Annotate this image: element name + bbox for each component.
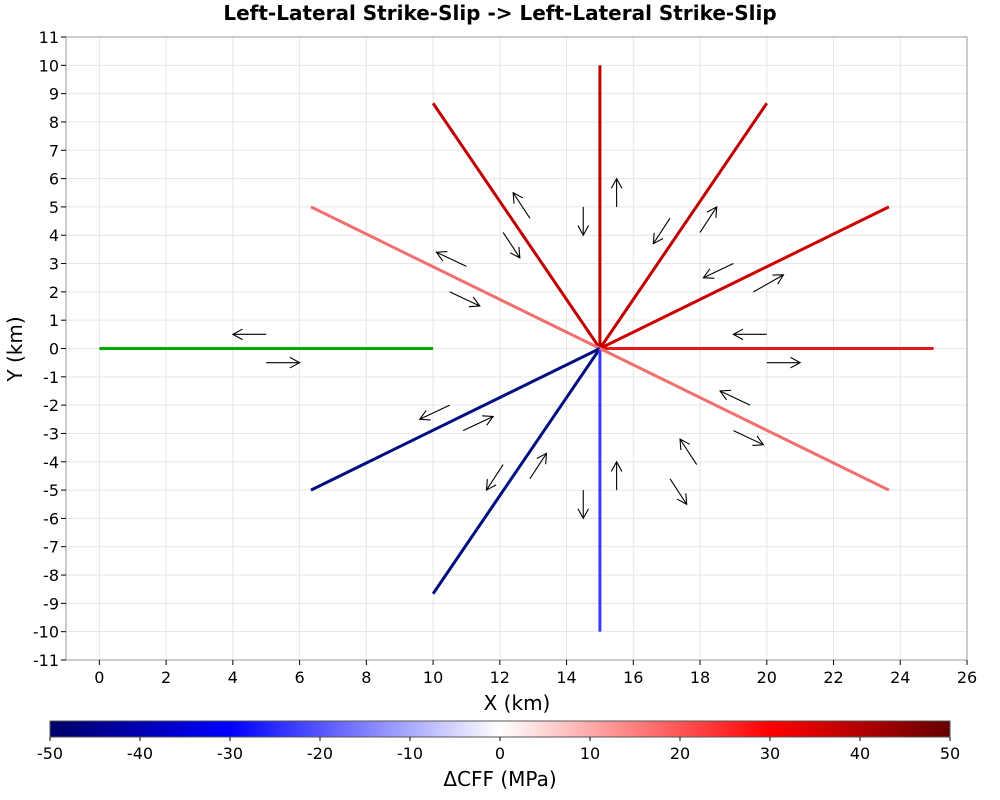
- x-tick-label: 6: [294, 668, 304, 687]
- y-tick-label: -9: [43, 594, 59, 613]
- y-tick-label: 3: [49, 255, 59, 274]
- colorbar-label: ΔCFF (MPa): [443, 767, 556, 791]
- x-tick-label: 20: [757, 668, 777, 687]
- x-tick-label: 0: [94, 668, 104, 687]
- y-tick-label: 2: [49, 283, 59, 302]
- slip-arrow: [610, 177, 623, 207]
- y-tick-label: 8: [49, 113, 59, 132]
- slip-arrow: [485, 464, 504, 492]
- slip-arrow: [652, 217, 671, 245]
- x-tick-label: 14: [556, 668, 576, 687]
- y-tick-label: 4: [49, 226, 59, 245]
- slip-arrow: [512, 191, 531, 219]
- x-tick-label: 2: [161, 668, 171, 687]
- slip-arrow: [669, 478, 688, 506]
- slip-arrow: [753, 274, 785, 293]
- slip-arrow: [418, 404, 450, 421]
- y-tick-label: 1: [49, 311, 59, 330]
- y-tick-label: -5: [43, 481, 59, 500]
- y-tick-label: 5: [49, 198, 59, 217]
- slip-arrow: [679, 438, 698, 465]
- receiver-fault-line: [431, 347, 602, 595]
- x-tick-label: 10: [423, 668, 443, 687]
- y-tick-label: 7: [49, 141, 59, 160]
- slip-arrow: [266, 356, 301, 369]
- slip-arrow: [719, 389, 751, 406]
- slip-arrow: [231, 328, 267, 341]
- y-tick-label: -1: [43, 368, 59, 387]
- slip-arrow: [699, 205, 718, 233]
- y-tick-label: -10: [33, 623, 59, 642]
- colorbar-ticks: -50 -40 -30 -20 -10 0 10 20 30 40 50: [37, 737, 960, 763]
- receiver-fault-line: [310, 347, 601, 492]
- colorbar-tick-label: 30: [760, 744, 780, 763]
- slip-arrow: [766, 356, 802, 369]
- y-tick-label: 6: [49, 170, 59, 189]
- slip-arrow: [577, 206, 589, 237]
- x-tick-label: 4: [228, 668, 238, 687]
- receiver-fault-line: [431, 102, 602, 350]
- y-tick-label: 11: [39, 28, 59, 47]
- receiver-fault-line: [598, 102, 769, 350]
- y-tick-label: -2: [43, 396, 59, 415]
- colorbar-tick-label: -20: [307, 744, 333, 763]
- x-axis-label: X (km): [484, 691, 551, 715]
- slip-arrow: [702, 263, 734, 279]
- colorbar-tick-label: 10: [580, 744, 600, 763]
- colorbar-tick-label: -30: [217, 744, 243, 763]
- y-tick-label: -4: [43, 453, 59, 472]
- x-tick-label: 24: [890, 668, 910, 687]
- y-tick-label: -8: [43, 566, 59, 585]
- x-tick-label: 16: [623, 668, 643, 687]
- x-tick-label: 18: [690, 668, 710, 687]
- slip-arrow: [733, 430, 765, 446]
- colorbar: -50 -40 -30 -20 -10 0 10 20 30 40 50 ΔCFF (MPa): [37, 720, 960, 791]
- colorbar-tick-label: -40: [127, 744, 153, 763]
- plot-area: [65, 36, 968, 661]
- slip-arrow: [610, 460, 623, 491]
- slip-arrow: [449, 291, 481, 308]
- slip-arrows: [231, 177, 802, 520]
- x-tick-label: 8: [361, 668, 371, 687]
- y-tick-label: -11: [33, 651, 59, 670]
- colorbar-tick-label: 20: [670, 744, 690, 763]
- x-tick-label: 22: [823, 668, 843, 687]
- slip-arrow: [462, 415, 495, 432]
- x-tick-label: 26: [957, 668, 977, 687]
- y-tick-label: 0: [49, 340, 59, 359]
- y-tick-label: 9: [49, 85, 59, 104]
- receiver-fault-line: [310, 205, 601, 350]
- receiver-fault-line: [599, 205, 890, 350]
- x-tick-label: 12: [490, 668, 510, 687]
- colorbar-tick-label: -50: [37, 744, 63, 763]
- colorbar-gradient: [49, 720, 951, 738]
- chart-title: Left-Lateral Strike-Slip -> Left-Lateral…: [223, 1, 776, 25]
- colorbar-tick-label: -10: [397, 744, 423, 763]
- colorbar-tick-label: 40: [850, 744, 870, 763]
- colorbar-tick-label: 50: [940, 744, 960, 763]
- y-tick-label: 10: [39, 56, 59, 75]
- y-tick-label: -3: [43, 424, 59, 443]
- y-tick-label: -6: [43, 509, 59, 528]
- slip-arrow: [529, 452, 548, 480]
- y-tick-label: -7: [43, 538, 59, 557]
- colorbar-tick-label: 0: [495, 744, 505, 763]
- slip-arrow: [435, 251, 467, 267]
- receiver-fault-line: [599, 347, 890, 492]
- fault-lines: [99, 65, 934, 632]
- y-axis-label: Y (km): [3, 316, 27, 382]
- slip-arrow: [732, 328, 767, 341]
- x-axis: 0 2 4 6 8 10 12 14 16 18 20 22 24 26: [94, 660, 977, 687]
- slip-arrow: [577, 490, 589, 520]
- slip-arrow: [502, 232, 521, 259]
